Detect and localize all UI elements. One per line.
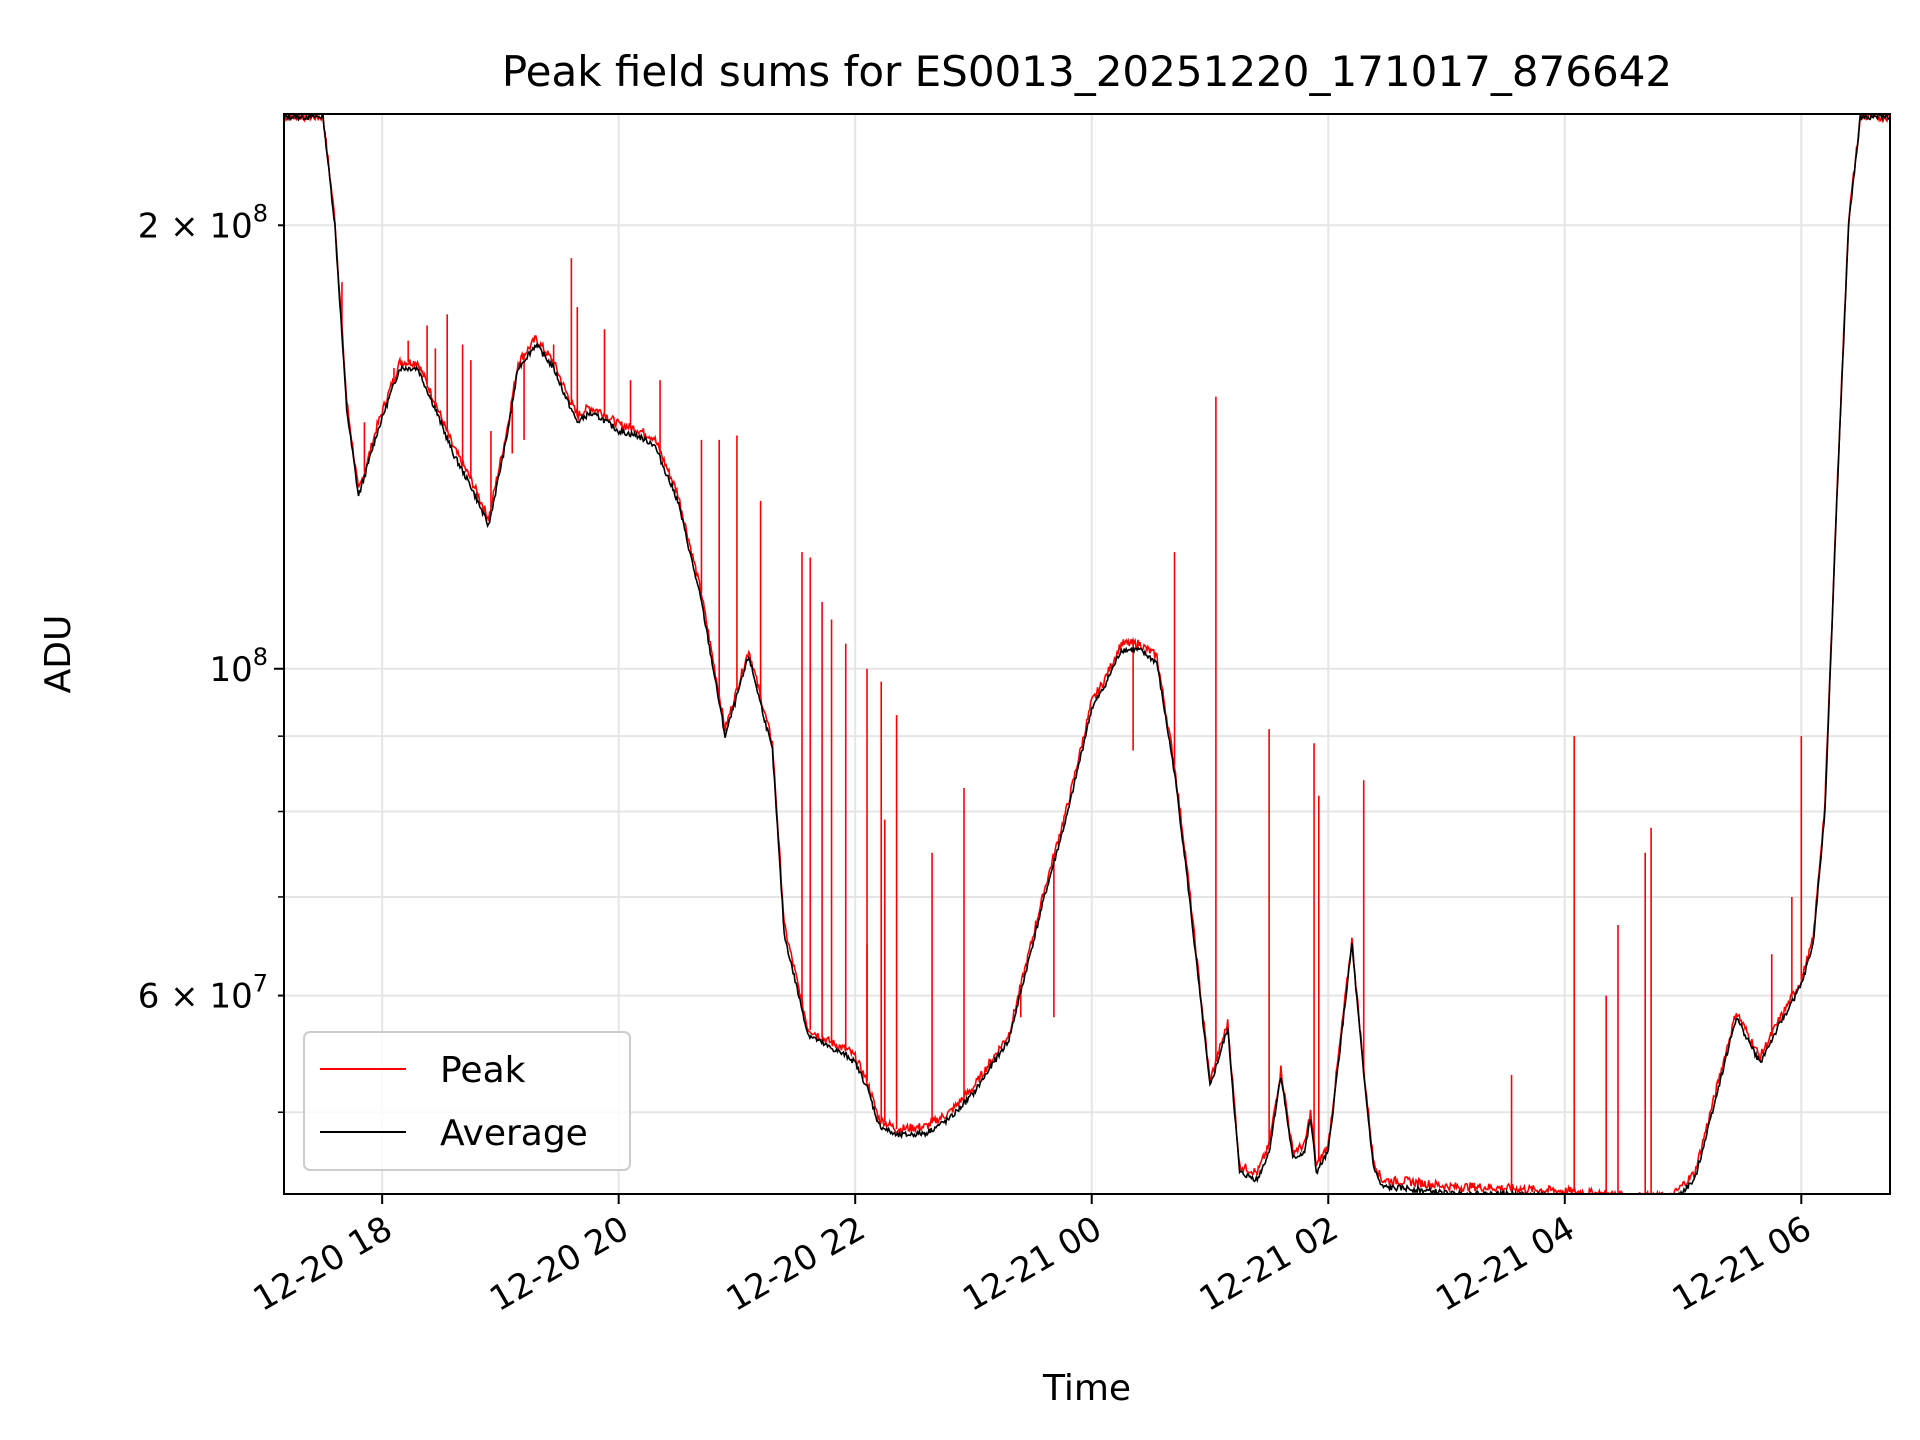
y-tick-label: 6 × 107 <box>138 970 268 1017</box>
y-axis-label: ADU <box>38 615 79 694</box>
legend-label-peak: Peak <box>440 1050 526 1091</box>
y-tick-label: 2 × 108 <box>138 199 268 246</box>
y-tick-label: 108 <box>209 643 268 690</box>
legend-label-average: Average <box>440 1113 588 1154</box>
chart-title: Peak field sums for ES0013_20251220_1710… <box>502 47 1672 96</box>
axes-frame <box>283 113 1891 1195</box>
x-axis-label: Time <box>1042 1368 1131 1409</box>
grid-lines <box>284 114 1890 1194</box>
legend: Peak Average <box>303 1031 631 1171</box>
series-line-average <box>284 114 1890 1194</box>
y-axis: 108 2 × 108 6 × 107 <box>138 199 284 1113</box>
legend-box <box>303 1031 631 1171</box>
